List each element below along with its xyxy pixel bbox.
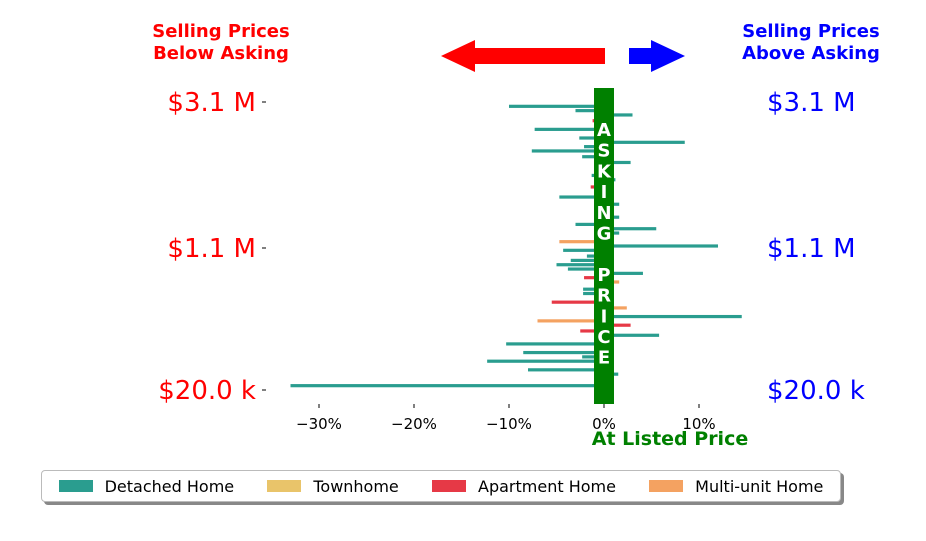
y-tick-label-right-1: $1.1 M — [767, 234, 856, 264]
asking-letter-2: K — [597, 161, 612, 182]
x-tick-label-3: 0% — [592, 415, 616, 433]
bar-42 — [487, 359, 604, 363]
bars-layer — [290, 104, 742, 388]
bar-5 — [579, 136, 604, 140]
y-tick-label-right-0: $3.1 M — [767, 88, 856, 118]
legend: Detached Home Townhome Apartment Home Mu… — [41, 470, 841, 502]
bar-38 — [604, 333, 660, 337]
asking-letter-9: I — [601, 306, 608, 327]
header-left-line1: Selling Prices — [152, 21, 290, 42]
bar-21 — [604, 244, 718, 248]
asking-letter-11: E — [598, 348, 610, 369]
bar-22 — [563, 248, 604, 252]
bar-35 — [537, 319, 604, 323]
bar-41 — [582, 355, 604, 359]
x-ticks: −30% −20% −10% 0% 10% — [296, 404, 716, 433]
asking-letter-1: S — [598, 141, 611, 162]
legend-swatch-apartment — [432, 480, 466, 492]
header-right: Selling Prices Above Asking — [706, 21, 916, 65]
bar-27 — [604, 271, 643, 275]
legend-swatch-townhome — [267, 480, 302, 492]
bar-40 — [523, 350, 604, 355]
bar-37 — [580, 329, 604, 333]
asking-letter-7: P — [597, 265, 610, 286]
bar-43 — [528, 368, 604, 372]
y-tick-label-left-1: $1.1 M — [167, 234, 256, 264]
bar-26 — [567, 267, 604, 271]
above-asking-arrow — [629, 40, 685, 72]
bar-18 — [604, 227, 657, 231]
bar-45 — [290, 384, 604, 388]
x-tick-label-1: −20% — [391, 415, 437, 433]
bar-39 — [506, 342, 604, 346]
legend-label-townhome: Townhome — [313, 476, 399, 496]
legend-label-apartment: Apartment Home — [478, 476, 616, 496]
bar-36 — [604, 323, 631, 327]
bar-33 — [604, 306, 627, 310]
bar-30 — [583, 287, 604, 291]
legend-item-multiunit: Multi-unit Home — [649, 477, 823, 496]
legend-label-multiunit: Multi-unit Home — [695, 476, 824, 496]
bar-24 — [570, 258, 604, 262]
bar-4 — [534, 127, 604, 131]
bar-2 — [604, 113, 633, 117]
y-tick-label-left-2: $20.0 k — [158, 376, 256, 406]
legend-item-townhome: Townhome — [267, 476, 399, 496]
asking-letter-10: C — [597, 327, 610, 348]
header-right-line2: Above Asking — [742, 43, 880, 64]
bar-9 — [582, 155, 604, 159]
below-asking-arrow — [441, 40, 605, 72]
bar-10 — [604, 160, 631, 165]
asking-letter-4: N — [596, 203, 611, 224]
asking-letter-5: G — [597, 224, 612, 245]
legend-item-apartment: Apartment Home — [432, 477, 616, 496]
x-tick-label-4: 10% — [682, 415, 715, 433]
header-left-line2: Below Asking — [153, 43, 289, 64]
legend-swatch-multiunit — [649, 480, 684, 492]
y-tick-label-left-0: $3.1 M — [167, 88, 256, 118]
bar-1 — [575, 109, 604, 113]
bar-6 — [604, 140, 685, 144]
y-tick-label-right-2: $20.0 k — [767, 376, 865, 406]
x-tick-label-0: −30% — [296, 415, 342, 433]
bar-17 — [575, 222, 604, 226]
y-ticks: $3.1 M $1.1 M $20.0 k $3.1 M $1.1 M $20.0 k — [158, 88, 865, 406]
bar-14 — [559, 195, 604, 199]
asking-letter-8: R — [597, 286, 611, 307]
bar-25 — [556, 263, 604, 267]
bar-32 — [551, 300, 604, 304]
bar-20 — [559, 240, 604, 244]
legend-swatch-detached — [58, 480, 93, 492]
legend-label-detached: Detached Home — [104, 476, 235, 496]
header-left: Selling Prices Below Asking — [116, 21, 326, 65]
at-listed-price-label: At Listed Price — [592, 428, 748, 450]
header-right-line1: Selling Prices — [742, 21, 880, 42]
bar-0 — [509, 104, 604, 108]
asking-letter-3: I — [601, 182, 608, 203]
legend-item-detached: Detached Home — [58, 476, 235, 496]
asking-letter-0: A — [597, 120, 611, 141]
bar-34 — [604, 314, 742, 319]
x-tick-label-2: −10% — [486, 415, 532, 433]
asking-price-bar — [594, 88, 614, 404]
bar-8 — [531, 149, 604, 153]
bar-31 — [583, 291, 604, 296]
